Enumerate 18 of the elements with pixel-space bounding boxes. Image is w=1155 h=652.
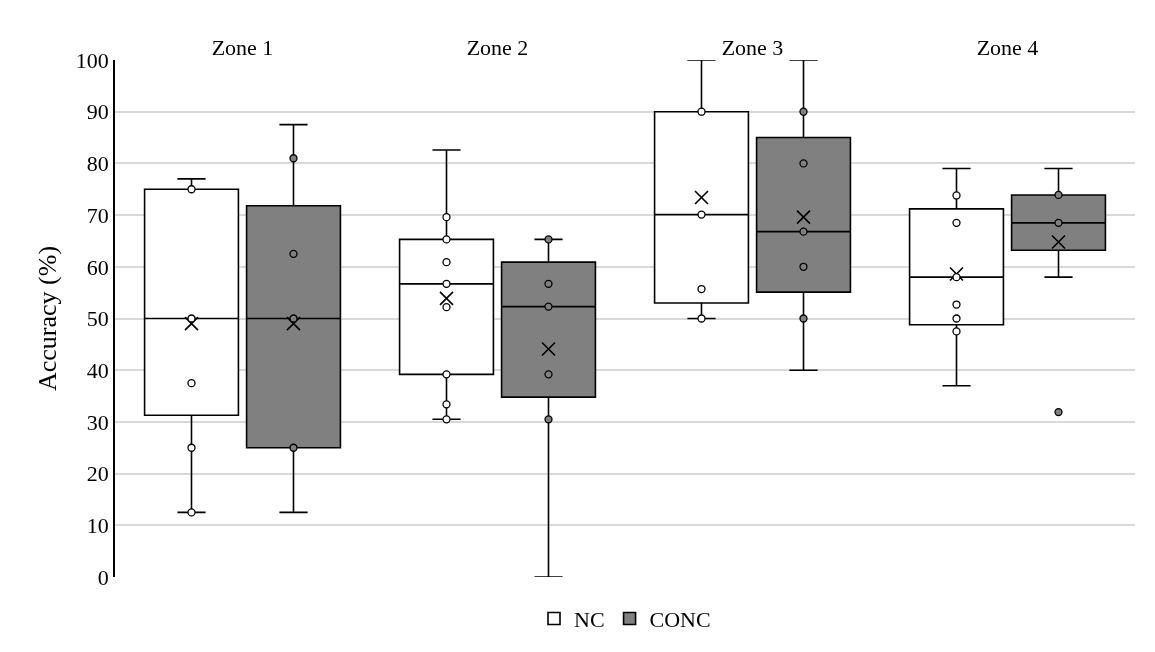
y-tick-label: 80 [86, 151, 109, 177]
y-tick-label: 10 [86, 513, 109, 538]
y-tick-label: 60 [86, 254, 109, 280]
legend-label: NC [574, 607, 605, 633]
x-tick-label: Zone 4 [976, 34, 1039, 60]
x-tick-label: Zone 1 [211, 34, 274, 60]
legend-label: CONC [649, 607, 711, 633]
y-tick-label: 90 [86, 99, 109, 125]
y-tick-label: 70 [86, 202, 109, 228]
x-tick-label: Zone 2 [466, 34, 529, 60]
y-tick-label: 0 [97, 564, 109, 590]
x-tick-label: Zone 3 [721, 34, 784, 60]
y-axis-title: Accuracy (%) [32, 245, 62, 392]
y-tick-label: 40 [86, 357, 109, 383]
y-tick-label: 50 [86, 306, 109, 332]
y-tick-label: 20 [86, 461, 109, 487]
y-tick-label: 30 [86, 409, 109, 435]
y-tick-label: 100 [75, 47, 109, 73]
